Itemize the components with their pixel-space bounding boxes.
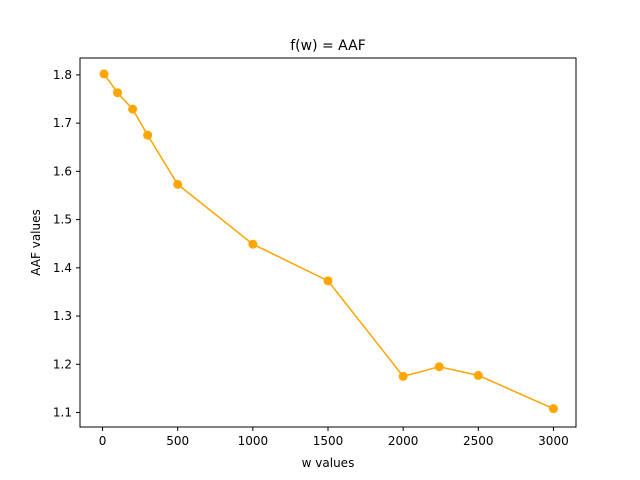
y-tick-label: 1.7: [53, 116, 72, 130]
series-group: [99, 69, 558, 414]
chart-title: f(w) = AAF: [290, 38, 366, 54]
x-tick-label: 500: [166, 434, 189, 448]
data-point: [143, 130, 153, 140]
x-tick-label: 1000: [238, 434, 269, 448]
data-point: [398, 371, 408, 381]
data-point: [323, 276, 333, 286]
x-tick-label: 2500: [463, 434, 494, 448]
x-ticks: 0 500 1000 1500 2000 2500 3000: [99, 427, 569, 448]
data-point: [113, 88, 123, 98]
data-point: [99, 69, 109, 79]
plot-area: [79, 57, 577, 428]
y-tick-label: 1.5: [53, 213, 72, 227]
y-ticks: 1.1 1.2 1.3 1.4 1.5 1.6 1.7 1.8: [53, 68, 80, 420]
y-tick-label: 1.8: [53, 68, 72, 82]
data-point: [248, 239, 258, 249]
y-axis-label: AAF values: [29, 209, 43, 276]
data-point: [128, 104, 138, 114]
x-axis-label: w values: [302, 456, 355, 470]
data-point: [434, 362, 444, 372]
x-tick-label: 2000: [388, 434, 419, 448]
data-point: [473, 370, 483, 380]
data-point: [548, 404, 558, 414]
y-tick-label: 1.4: [53, 261, 72, 275]
y-tick-label: 1.3: [53, 309, 72, 323]
y-tick-label: 1.2: [53, 357, 72, 371]
y-tick-label: 1.6: [53, 164, 72, 178]
x-tick-label: 3000: [538, 434, 569, 448]
data-point: [173, 179, 183, 189]
x-tick-label: 1500: [313, 434, 344, 448]
y-tick-label: 1.1: [53, 406, 72, 420]
x-tick-label: 0: [99, 434, 107, 448]
